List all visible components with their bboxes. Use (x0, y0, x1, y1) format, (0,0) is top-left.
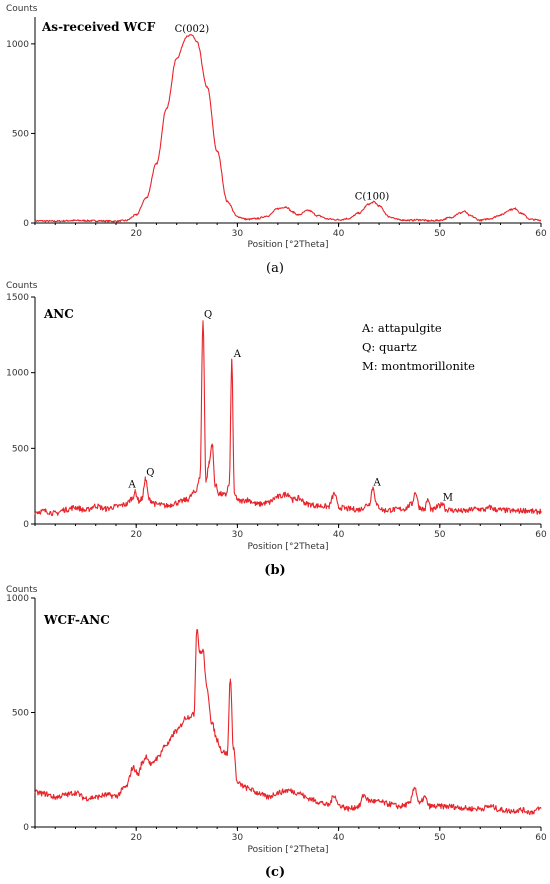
panel-c-ylabel: Counts (6, 585, 38, 595)
y-tick-label-c: 500 (12, 709, 29, 719)
legend-item-montmorillonite: M: montmorillonite (362, 359, 475, 373)
peak-annotation-b-4: A (372, 477, 381, 488)
panel-c-chart: Counts WCF-ANC Position [°2Theta] (6, 585, 328, 855)
panel-b-title: ANC (43, 307, 74, 321)
x-tick-label-c: 20 (130, 833, 142, 843)
series-line-b-0 (34, 320, 542, 517)
x-tick-label-b: 30 (232, 530, 244, 540)
panel-c-xlabel: Position [°2Theta] (248, 845, 329, 855)
panel-b-label: (b) (264, 563, 285, 578)
y-tick-label-b: 0 (23, 520, 29, 530)
panel-b-chart: Counts ANC Position [°2Theta] A: attapul… (6, 281, 475, 552)
x-tick-label-a: 40 (333, 229, 345, 239)
x-tick-label-c: 30 (232, 833, 244, 843)
plot-area-a: 20 30 40 50 60 0 500 1000 C(002) C(100) (6, 17, 547, 239)
panel-a-label: (a) (266, 261, 284, 276)
panel-c-title: WCF-ANC (43, 613, 110, 627)
x-tick-label-c: 40 (333, 833, 345, 843)
panel-b-ylabel: Counts (6, 281, 38, 291)
plot-area-c: 20 30 40 50 60 0 500 1000 (6, 594, 547, 843)
x-tick-label-b: 60 (535, 530, 547, 540)
x-tick-label-c: 60 (535, 833, 547, 843)
x-tick-label-b: 50 (434, 530, 446, 540)
x-tick-label-a: 60 (535, 229, 547, 239)
panel-b-xlabel: Position [°2Theta] (248, 542, 329, 552)
panel-c-label: (c) (265, 865, 285, 880)
peak-annotation-a-0: C(002) (175, 24, 210, 35)
y-tick-label-b: 1500 (6, 293, 29, 303)
x-tick-label-c: 50 (434, 833, 446, 843)
x-tick-label-a: 20 (130, 229, 142, 239)
x-tick-label-a: 30 (232, 229, 244, 239)
y-tick-label-c: 0 (23, 823, 29, 833)
peak-annotation-b-5: M (443, 493, 453, 504)
series-line-a-0 (34, 34, 542, 223)
y-tick-label-b: 500 (12, 444, 29, 454)
legend-item-quartz: Q: quartz (362, 340, 417, 354)
y-tick-label-c: 1000 (6, 594, 29, 604)
y-tick-label-b: 1000 (6, 369, 29, 379)
y-tick-label-a: 0 (23, 219, 29, 229)
y-tick-label-a: 500 (12, 129, 29, 139)
series-line-c-0 (34, 629, 542, 816)
peak-annotation-b-1: Q (146, 468, 154, 479)
y-tick-label-a: 1000 (6, 40, 29, 50)
panel-a-ylabel: Counts (6, 4, 38, 14)
panel-a-title: As-received WCF (41, 20, 156, 34)
peak-annotation-b-3: A (233, 349, 242, 360)
panel-a-xlabel: Position [°2Theta] (248, 240, 329, 250)
panel-b-legend: A: attapulgite Q: quartz M: montmorillon… (361, 321, 475, 373)
panel-a-chart: Counts As-received WCF Position [°2Theta… (6, 4, 328, 250)
peak-annotation-a-1: C(100) (355, 192, 390, 203)
peak-annotation-b-0: A (128, 480, 137, 491)
peak-annotation-b-2: Q (204, 309, 212, 320)
x-tick-label-b: 20 (130, 530, 142, 540)
x-tick-label-b: 40 (333, 530, 345, 540)
legend-item-attapulgite: A: attapulgite (361, 321, 442, 335)
x-tick-label-a: 50 (434, 229, 446, 239)
